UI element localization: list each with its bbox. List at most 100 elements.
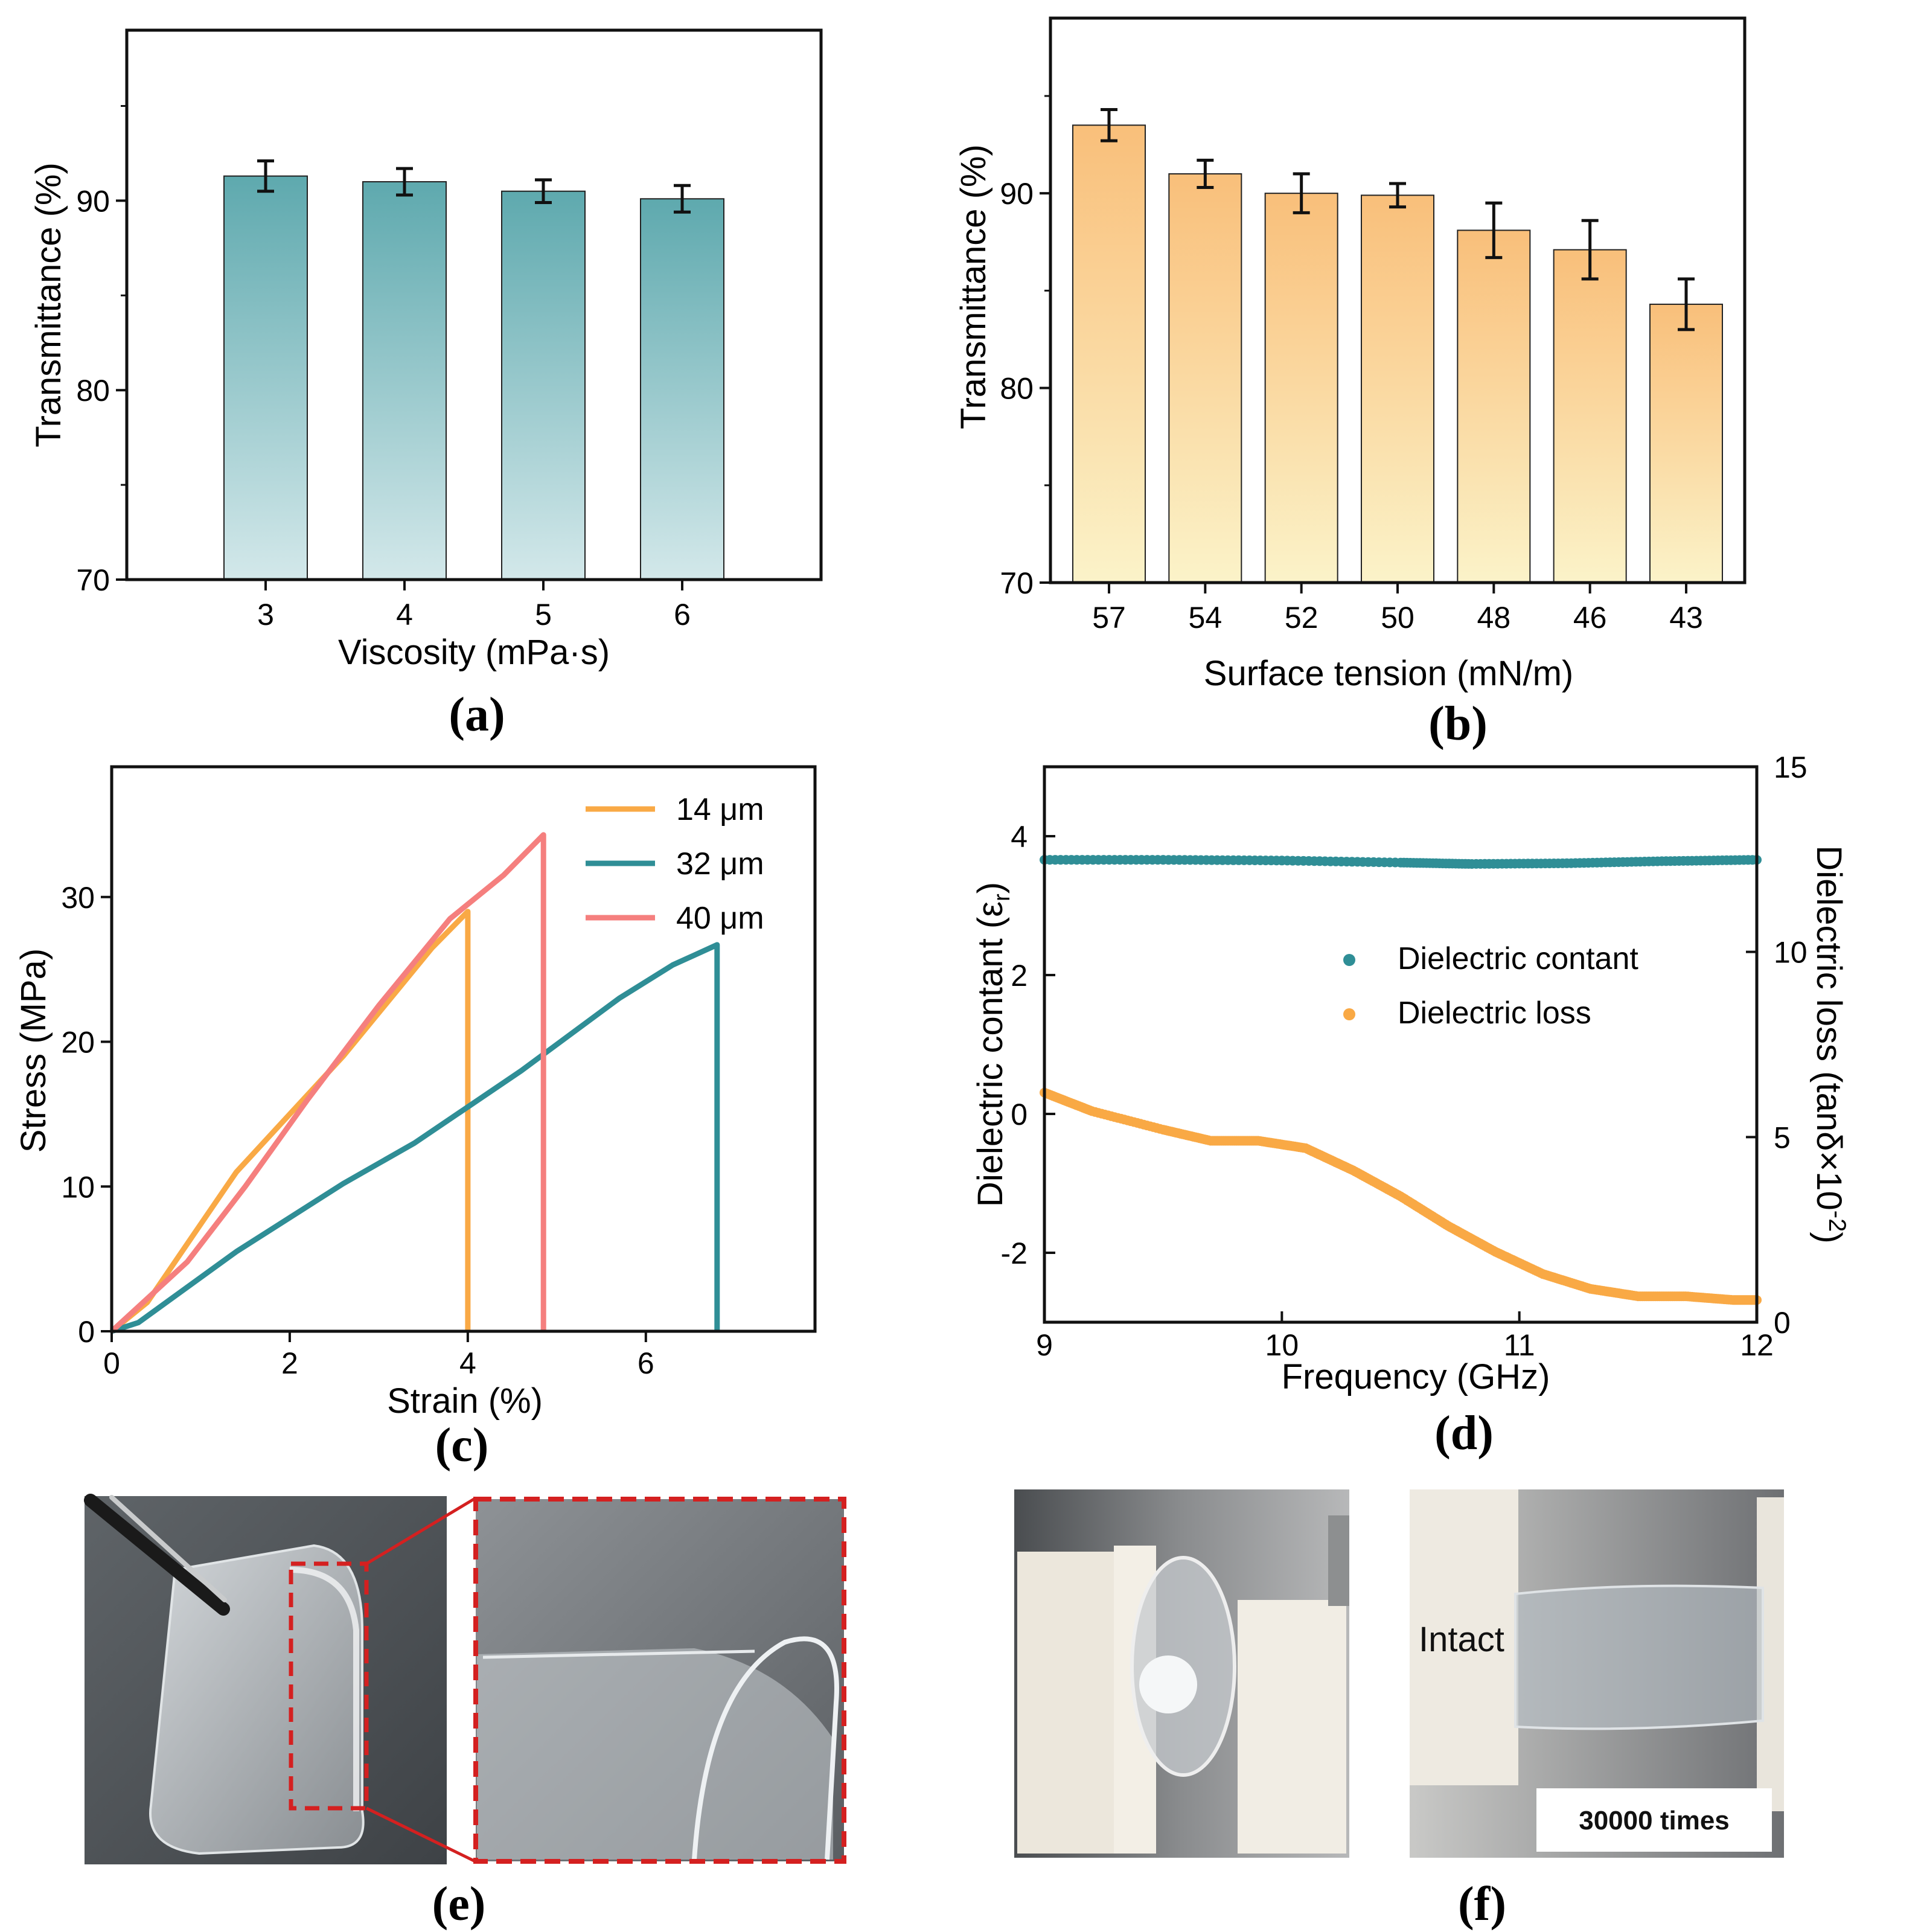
legend-marker-1: [1343, 1008, 1355, 1020]
xlabel-c: Strain (%): [387, 1381, 543, 1421]
y2tick-label-d-5: 5: [1774, 1121, 1791, 1154]
bars-a: [223, 159, 724, 581]
ytick-label-a-90: 90: [76, 184, 110, 218]
ytick-label-c-0: 0: [78, 1315, 95, 1349]
bars-b: [1072, 108, 1723, 584]
ylabel-c: Stress (MPa): [14, 948, 53, 1153]
xtick-label-a-6: 6: [674, 598, 691, 632]
xtick-label-b-52: 52: [1285, 601, 1318, 635]
bar-b-52: [1264, 193, 1338, 583]
plot-frame-a: [125, 28, 823, 581]
xtick-label-a-3: 3: [257, 598, 274, 632]
legend-d: Dielectric contant Dielectric loss: [1343, 941, 1638, 1031]
zoom-frame: [473, 1497, 846, 1864]
bar-a-3: [223, 175, 308, 581]
legend-label-d-1: Dielectric loss: [1398, 996, 1591, 1031]
ytick-label-b-90: 90: [1000, 177, 1034, 211]
series-line-40m: [109, 832, 546, 1334]
ylabel-d: Dielectric contant (εr): [971, 882, 1015, 1207]
bar-b-57: [1072, 124, 1146, 584]
legend-label-2: 40 μm: [676, 901, 764, 936]
xtick-label-b-50: 50: [1381, 601, 1414, 635]
photo-film-held: [84, 1494, 447, 1864]
panel-label-d: (d): [1434, 1407, 1494, 1460]
bar-b-54: [1168, 173, 1242, 583]
xtick-label-a-5: 5: [535, 598, 552, 632]
photo-bending-fixture: [1014, 1489, 1349, 1858]
ytick-label-a-80: 80: [76, 374, 110, 408]
bar-a-4: [362, 181, 447, 580]
zoom-box: [289, 1561, 369, 1811]
ytick-label-c-10: 10: [61, 1170, 95, 1204]
xtick-label-d-9: 9: [1036, 1328, 1053, 1362]
xtick-label-d-12: 12: [1740, 1328, 1774, 1362]
xtick-label-b-43: 43: [1669, 601, 1703, 635]
xtick-label-d-10: 10: [1265, 1328, 1299, 1362]
xtick-label-b-54: 54: [1189, 601, 1223, 635]
zoom-connector-top: [365, 1497, 475, 1566]
panel-label-e: (e): [432, 1878, 486, 1931]
panel-a: 3 4 5 6 70 80 90 Transmittance (%) Viscosity (…: [29, 28, 823, 741]
series-line-32m: [110, 942, 720, 1334]
panel-label-b: (b): [1428, 697, 1488, 750]
xtick-label-b-48: 48: [1477, 601, 1511, 635]
xtick-label-c-2: 2: [281, 1346, 298, 1380]
y2tick-label-d-10: 10: [1774, 936, 1808, 970]
ytick-label-c-20: 20: [61, 1026, 95, 1060]
zoom-connector-bottom: [365, 1806, 475, 1863]
legend-label-0: 14 μm: [676, 792, 764, 827]
photo-film-zoom: [473, 1497, 846, 1864]
legend-label-1: 32 μm: [676, 846, 764, 881]
ytick-label-d-2: 2: [1011, 959, 1028, 993]
plot-frame-d: [1043, 765, 1759, 1324]
lines-c: [109, 832, 720, 1334]
xtick-label-b-46: 46: [1573, 601, 1607, 635]
panel-f: Intact 30000 times (f): [1014, 1489, 1784, 1931]
panel-c: 0 2 4 6 0 10 20 30 14 μm 32 μm 40 μm Stress (MPa)…: [14, 765, 817, 1472]
panel-b: 57 54 52 50 48 46 43 70 80 90 Transmittance (%) S…: [954, 16, 1747, 750]
ytick-label-d-4: 4: [1011, 820, 1028, 854]
label-intact: Intact: [1419, 1620, 1504, 1659]
y2label-d: Dielectric loss (tanδ×10-2): [1809, 845, 1850, 1243]
xlabel-d: Frequency (GHz): [1282, 1357, 1550, 1396]
panel-label-c: (c): [435, 1419, 489, 1472]
bar-b-50: [1361, 194, 1434, 583]
y2tick-label-d-15: 15: [1774, 750, 1808, 784]
bar-a-5: [501, 190, 586, 581]
ytick-label-c-30: 30: [61, 881, 95, 915]
xtick-label-d-11: 11: [1504, 1328, 1535, 1362]
ticks-d: 9 10 11 12 -2 0 2 4 0 5 10 15: [1001, 750, 1808, 1362]
ticks-a: 3 4 5 6 70 80 90: [76, 105, 691, 632]
bar-b-43: [1649, 303, 1723, 583]
xtick-label-c-0: 0: [103, 1346, 120, 1380]
y2tick-label-d-0: 0: [1774, 1306, 1791, 1340]
panel-label-f: (f): [1458, 1878, 1506, 1931]
ytick-label-d-0: 0: [1011, 1098, 1028, 1131]
ylabel-b: Transmittance (%): [954, 144, 993, 429]
ytick-label-b-70: 70: [1000, 566, 1034, 600]
xtick-label-c-4: 4: [459, 1346, 476, 1380]
panel-label-a: (a): [449, 688, 505, 741]
xlabel-a: Viscosity (mPa·s): [338, 633, 610, 672]
xtick-label-a-4: 4: [396, 598, 413, 632]
points-d: [1040, 855, 1762, 1305]
bar-b-46: [1553, 249, 1627, 583]
legend-marker-0: [1343, 954, 1355, 966]
ticks-c: 0 2 4 6 0 10 20 30: [61, 881, 654, 1380]
plot-frame-c: [110, 765, 817, 1333]
ticks-b: 57 54 52 50 48 46 43 70 80 90: [1000, 95, 1703, 635]
xlabel-b: Surface tension (mN/m): [1204, 654, 1573, 693]
bar-a-6: [640, 198, 724, 580]
label-cycles: 30000 times: [1579, 1806, 1730, 1835]
ytick-label-d--2: -2: [1001, 1236, 1028, 1270]
bar-b-48: [1457, 229, 1531, 583]
legend-c: 14 μm 32 μm 40 μm: [586, 792, 764, 936]
photo-intact-film: Intact 30000 times: [1410, 1489, 1784, 1858]
ylabel-a: Transmittance (%): [29, 162, 68, 447]
ytick-label-b-80: 80: [1000, 372, 1034, 406]
legend-label-d-0: Dielectric contant: [1398, 941, 1638, 976]
xtick-label-b-57: 57: [1092, 601, 1126, 635]
ytick-label-a-70: 70: [76, 563, 110, 597]
